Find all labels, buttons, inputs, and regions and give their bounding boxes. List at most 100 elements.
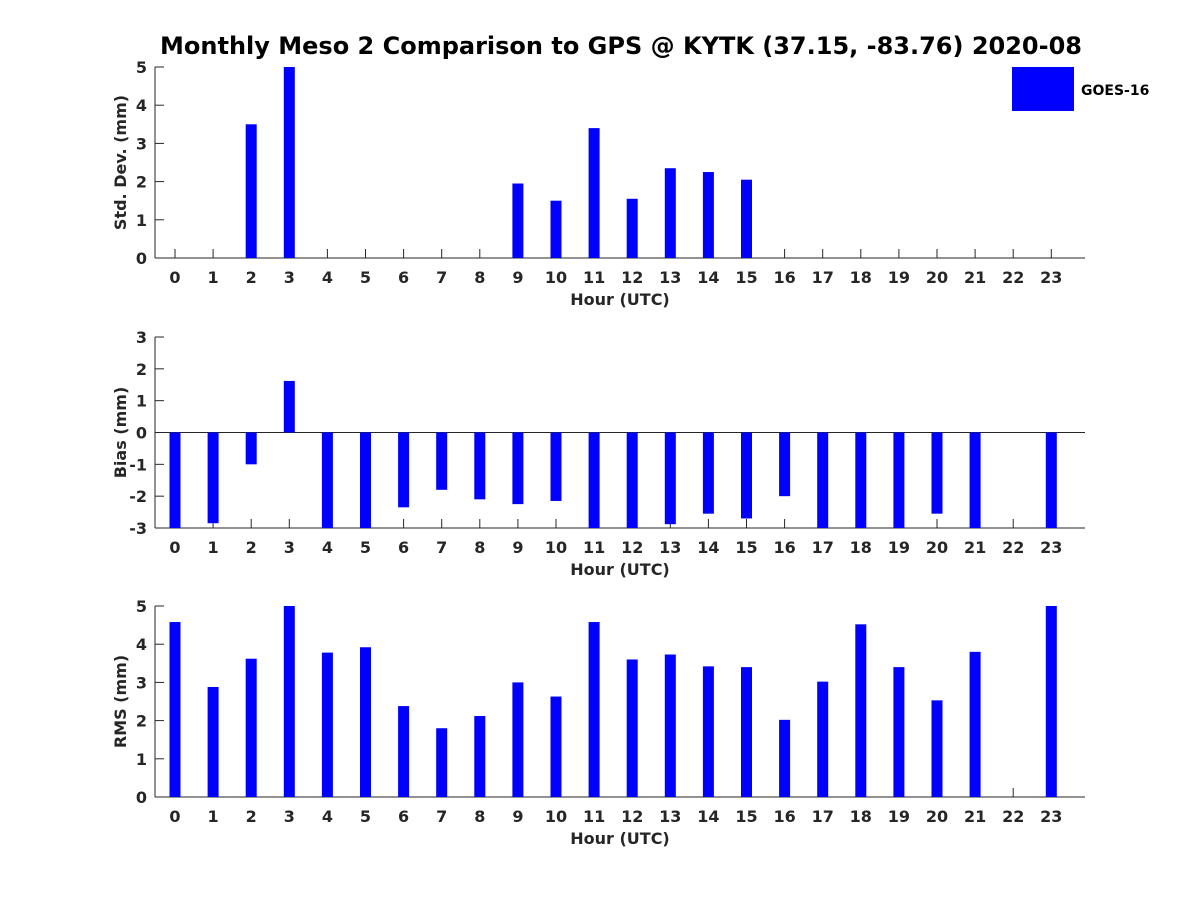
bias-x-tick-label: 16: [773, 538, 795, 557]
bias-x-tick-label: 5: [360, 538, 371, 557]
std-dev-x-tick-label: 20: [926, 268, 948, 287]
rms-x-tick-label: 6: [398, 807, 409, 826]
bias-bar-hour-11: [588, 432, 600, 528]
rms-x-tick-label: 4: [322, 807, 333, 826]
rms-x-tick-label: 0: [169, 807, 180, 826]
bias-bar-hour-7: [436, 432, 448, 490]
rms-x-tick-label: 2: [246, 807, 257, 826]
bias-x-tick-label: 3: [284, 538, 295, 557]
rms-bar-hour-0: [169, 622, 181, 797]
rms-bar-hour-20: [931, 700, 943, 797]
bias-x-tick-label: 11: [583, 538, 605, 557]
rms-bar-hour-2: [245, 658, 257, 797]
bias-bar-hour-0: [169, 432, 181, 528]
bias-x-tick-label: 21: [964, 538, 986, 557]
std-dev-x-tick-label: 7: [436, 268, 447, 287]
bias-bar-hour-21: [969, 432, 981, 528]
bias-y-axis-label: Bias (mm): [111, 387, 130, 479]
std-dev-bar-hour-13: [664, 168, 676, 258]
bias-x-tick-label: 13: [659, 538, 681, 557]
rms-y-tick-label: 3: [136, 673, 147, 692]
rms-x-tick-label: 21: [964, 807, 986, 826]
std-dev-bar-hour-15: [741, 179, 752, 258]
rms-x-tick-label: 5: [360, 807, 371, 826]
rms-bar-hour-17: [817, 681, 829, 797]
std-dev-x-tick-label: 9: [512, 268, 523, 287]
bias-x-tick-label: 19: [888, 538, 910, 557]
rms-x-tick-label: 10: [545, 807, 567, 826]
bias-x-tick-label: 2: [246, 538, 257, 557]
std-dev-x-tick-label: 18: [850, 268, 872, 287]
std-dev-x-tick-label: 19: [888, 268, 910, 287]
rms-x-tick-label: 11: [583, 807, 605, 826]
std-dev-x-tick-label: 0: [169, 268, 180, 287]
std-dev-x-tick-label: 17: [812, 268, 834, 287]
std-dev-y-axis-label: Std. Dev. (mm): [111, 95, 130, 230]
std-dev-y-tick-label: 0: [136, 249, 147, 268]
rms-x-tick-label: 19: [888, 807, 910, 826]
bias-y-tick-label: 3: [136, 328, 147, 347]
std-dev-x-tick-label: 2: [246, 268, 257, 287]
rms-x-axis-label: Hour (UTC): [570, 829, 670, 848]
bias-x-tick-label: 8: [474, 538, 485, 557]
bias-bar-hour-12: [626, 432, 638, 528]
bias-bar-hour-20: [931, 432, 943, 514]
rms-bar-hour-16: [779, 719, 791, 797]
rms-bar-hour-8: [474, 716, 486, 797]
std-dev-x-tick-label: 12: [621, 268, 643, 287]
std-dev-x-tick-label: 5: [360, 268, 371, 287]
bias-x-tick-label: 17: [812, 538, 834, 557]
bias-x-tick-label: 7: [436, 538, 447, 557]
rms-y-tick-label: 2: [136, 712, 147, 731]
rms-x-tick-label: 20: [926, 807, 948, 826]
legend-swatch: [1012, 67, 1074, 111]
rms-x-tick-label: 18: [850, 807, 872, 826]
std-dev-x-tick-label: 1: [208, 268, 219, 287]
std-dev-bar-hour-3: [283, 67, 295, 258]
rms-y-tick-label: 5: [136, 597, 147, 616]
rms-bar-hour-10: [550, 696, 562, 797]
std-dev-bar-hour-14: [702, 172, 714, 258]
bias-bar-hour-9: [512, 432, 524, 505]
bias-y-tick-label: -3: [129, 519, 147, 538]
std-dev-x-tick-label: 11: [583, 268, 605, 287]
std-dev-bar-hour-11: [588, 128, 600, 258]
std-dev-y-tick-label: 5: [136, 58, 147, 77]
rms-x-tick-label: 13: [659, 807, 681, 826]
bias-bar-hour-23: [1045, 432, 1057, 528]
bias-bar-hour-13: [664, 432, 676, 525]
bias-bar-hour-8: [474, 432, 486, 500]
rms-bar-hour-6: [398, 706, 410, 797]
rms-x-tick-label: 12: [621, 807, 643, 826]
bias-bar-hour-2: [245, 432, 257, 465]
std-dev-bar-hour-10: [550, 200, 562, 258]
std-dev-x-tick-label: 10: [545, 268, 567, 287]
rms-bar-hour-13: [664, 654, 676, 797]
bias-x-tick-label: 10: [545, 538, 567, 557]
bias-x-tick-label: 14: [697, 538, 719, 557]
rms-x-tick-label: 15: [735, 807, 757, 826]
bias-bar-hour-14: [702, 432, 714, 514]
rms-x-tick-label: 8: [474, 807, 485, 826]
rms-bar-hour-1: [207, 686, 219, 797]
rms-x-tick-label: 7: [436, 807, 447, 826]
bias-bar-hour-16: [779, 432, 791, 497]
rms-bar-hour-19: [893, 667, 905, 797]
std-dev-bar-hour-12: [626, 198, 638, 258]
bias-x-tick-label: 12: [621, 538, 643, 557]
std-dev-x-tick-label: 6: [398, 268, 409, 287]
rms-x-tick-label: 9: [512, 807, 523, 826]
std-dev-x-tick-label: 14: [697, 268, 719, 287]
std-dev-x-tick-label: 21: [964, 268, 986, 287]
std-dev-x-tick-label: 4: [322, 268, 333, 287]
bias-x-tick-label: 15: [735, 538, 757, 557]
rms-x-tick-label: 23: [1040, 807, 1062, 826]
rms-y-tick-label: 1: [136, 750, 147, 769]
rms-bar-hour-5: [360, 647, 371, 797]
rms-x-tick-label: 14: [697, 807, 719, 826]
rms-bar-hour-11: [588, 622, 600, 797]
